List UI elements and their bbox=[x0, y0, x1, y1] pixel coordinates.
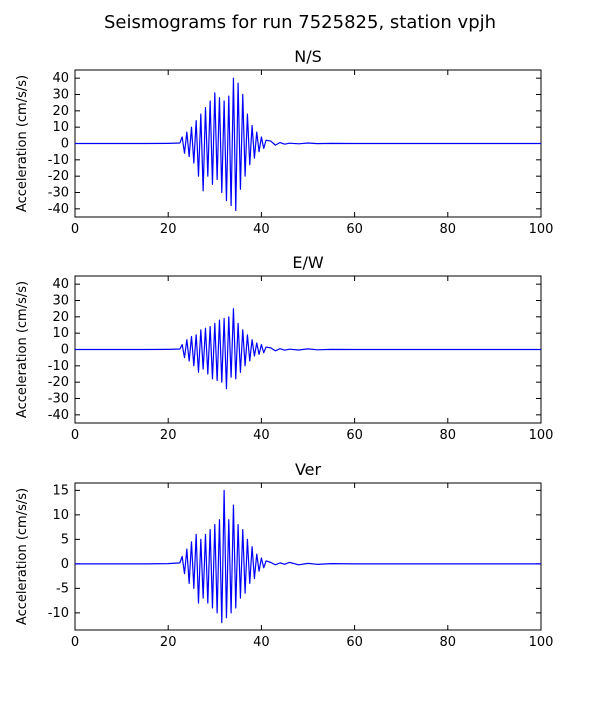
ew-x-tick-label-2: 40 bbox=[253, 428, 270, 443]
ns-y-tick-label-3: -10 bbox=[48, 153, 69, 168]
ver-trace-line bbox=[75, 489, 541, 624]
ns-x-tick-label-5: 100 bbox=[529, 222, 554, 237]
ew-y-axis-label: Acceleration (cm/s/s) bbox=[15, 281, 30, 418]
ver-y-tick-label-4: 10 bbox=[52, 508, 69, 523]
ew-x-tick-label-5: 100 bbox=[529, 428, 554, 443]
ver-y-tick-label-0: -10 bbox=[48, 606, 69, 621]
ns-x-tick-label-4: 80 bbox=[440, 222, 457, 237]
ns-y-tick-label-7: 30 bbox=[52, 88, 69, 103]
ns-x-tick-label-1: 20 bbox=[160, 222, 177, 237]
ns-y-tick-label-1: -30 bbox=[48, 186, 69, 201]
ns-trace-line bbox=[75, 77, 541, 212]
figure-title: Seismograms for run 7525825, station vpj… bbox=[104, 12, 496, 33]
ver-y-axis-label: Acceleration (cm/s/s) bbox=[15, 488, 30, 625]
ew-y-tick-label-7: 30 bbox=[52, 294, 69, 309]
ew-y-tick-label-8: 40 bbox=[52, 277, 69, 292]
ver-x-tick-label-3: 60 bbox=[346, 635, 363, 650]
ver-x-tick-label-4: 80 bbox=[440, 635, 457, 650]
ver-x-tick-label-0: 0 bbox=[71, 635, 79, 650]
ns-x-tick-label-2: 40 bbox=[253, 222, 270, 237]
ew-trace-line bbox=[75, 308, 541, 390]
ver-y-tick-label-2: 0 bbox=[61, 557, 69, 572]
ew-y-tick-label-1: -30 bbox=[48, 392, 69, 407]
ns-y-axis-label: Acceleration (cm/s/s) bbox=[15, 75, 30, 212]
ns-y-tick-label-2: -20 bbox=[48, 169, 69, 184]
ns-y-tick-label-0: -40 bbox=[48, 202, 69, 217]
ew-x-tick-label-0: 0 bbox=[71, 428, 79, 443]
ver-x-tick-label-5: 100 bbox=[529, 635, 554, 650]
ew-y-tick-label-4: 0 bbox=[61, 343, 69, 358]
ew-y-tick-label-3: -10 bbox=[48, 359, 69, 374]
ns-y-tick-label-4: 0 bbox=[61, 137, 69, 152]
ew-x-tick-label-4: 80 bbox=[440, 428, 457, 443]
ew-y-tick-label-2: -20 bbox=[48, 375, 69, 390]
ew-y-tick-label-6: 20 bbox=[52, 310, 69, 325]
ew-title: E/W bbox=[292, 253, 324, 272]
ew-x-tick-label-3: 60 bbox=[346, 428, 363, 443]
ns-y-tick-label-6: 20 bbox=[52, 104, 69, 119]
ver-y-tick-label-1: -5 bbox=[56, 581, 69, 596]
ns-y-tick-label-5: 10 bbox=[52, 120, 69, 135]
ns-title: N/S bbox=[294, 47, 322, 66]
ver-y-tick-label-5: 15 bbox=[52, 483, 69, 498]
ns-x-tick-label-3: 60 bbox=[346, 222, 363, 237]
ver-y-tick-label-3: 5 bbox=[61, 532, 69, 547]
ns-x-tick-label-0: 0 bbox=[71, 222, 79, 237]
ns-y-tick-label-8: 40 bbox=[52, 71, 69, 86]
ver-x-tick-label-1: 20 bbox=[160, 635, 177, 650]
ver-title: Ver bbox=[295, 460, 322, 479]
ver-x-tick-label-2: 40 bbox=[253, 635, 270, 650]
ew-x-tick-label-1: 20 bbox=[160, 428, 177, 443]
ew-y-tick-label-5: 10 bbox=[52, 326, 69, 341]
ver-plot-frame bbox=[74, 482, 542, 631]
ew-y-tick-label-0: -40 bbox=[48, 408, 69, 423]
